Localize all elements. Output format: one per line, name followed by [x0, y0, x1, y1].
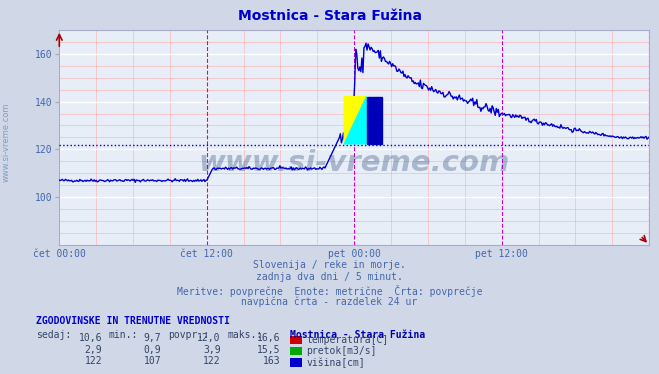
Text: 15,5: 15,5 [256, 345, 280, 355]
Text: 10,6: 10,6 [78, 334, 102, 343]
Text: zadnja dva dni / 5 minut.: zadnja dva dni / 5 minut. [256, 272, 403, 282]
Text: Mostnica - Stara Fužina: Mostnica - Stara Fužina [237, 9, 422, 23]
Text: čet 00:00: čet 00:00 [33, 249, 86, 259]
Text: Mostnica - Stara Fužina: Mostnica - Stara Fužina [290, 330, 425, 340]
Text: www.si-vreme.com: www.si-vreme.com [198, 149, 510, 177]
Text: 16,6: 16,6 [256, 334, 280, 343]
Text: sedaj:: sedaj: [36, 330, 71, 340]
Text: temperatura[C]: temperatura[C] [306, 335, 389, 345]
Text: pet 00:00: pet 00:00 [328, 249, 381, 259]
Polygon shape [344, 96, 366, 144]
Text: 0,9: 0,9 [144, 345, 161, 355]
Text: 3,9: 3,9 [203, 345, 221, 355]
Text: 9,7: 9,7 [144, 334, 161, 343]
Text: 122: 122 [203, 356, 221, 366]
Text: www.si-vreme.com: www.si-vreme.com [2, 102, 11, 182]
Text: Slovenija / reke in morje.: Slovenija / reke in morje. [253, 260, 406, 270]
Text: višina[cm]: višina[cm] [306, 357, 365, 368]
Text: čet 12:00: čet 12:00 [181, 249, 233, 259]
Text: navpična črta - razdelek 24 ur: navpična črta - razdelek 24 ur [241, 297, 418, 307]
Text: 163: 163 [262, 356, 280, 366]
Text: Meritve: povprečne  Enote: metrične  Črta: povprečje: Meritve: povprečne Enote: metrične Črta:… [177, 285, 482, 297]
Text: pet 12:00: pet 12:00 [475, 249, 528, 259]
Bar [366, 96, 382, 144]
Polygon shape [344, 96, 366, 144]
Text: 12,0: 12,0 [197, 334, 221, 343]
Text: 107: 107 [144, 356, 161, 366]
Text: min.:: min.: [109, 330, 138, 340]
Text: ZGODOVINSKE IN TRENUTNE VREDNOSTI: ZGODOVINSKE IN TRENUTNE VREDNOSTI [36, 316, 230, 326]
Text: 2,9: 2,9 [84, 345, 102, 355]
Text: 122: 122 [84, 356, 102, 366]
Text: maks.:: maks.: [227, 330, 262, 340]
Text: povpr.:: povpr.: [168, 330, 209, 340]
Text: pretok[m3/s]: pretok[m3/s] [306, 346, 377, 356]
